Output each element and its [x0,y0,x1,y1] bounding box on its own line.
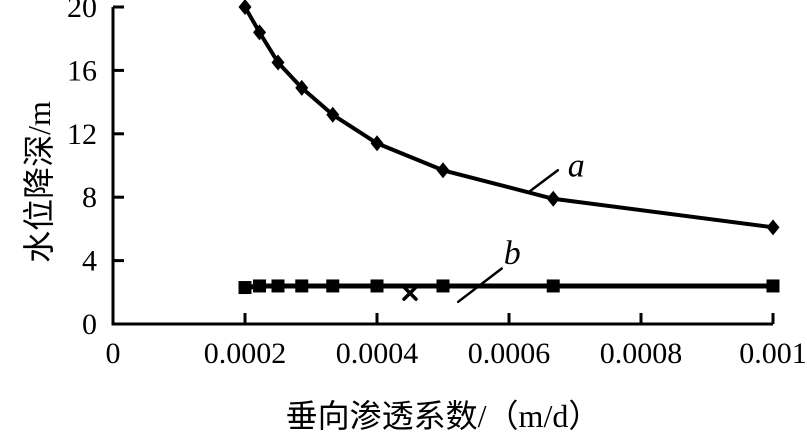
x-tick-label: 0.0006 [468,337,551,370]
square-marker [271,279,285,293]
diamond-marker [253,24,267,41]
annotation-label-a: a [568,148,585,185]
square-marker [238,281,252,295]
diamond-marker [766,219,780,236]
axes [111,7,773,326]
square-marker [326,279,340,293]
diamond-marker [546,190,560,207]
series-lone-x-point [402,285,418,301]
annotation-b: b [456,235,521,304]
diamond-marker [271,54,285,71]
y-tick-label: 8 [82,181,97,214]
x-tick-label: 0.001 [739,337,807,370]
series-a-line [243,5,775,230]
x-marker [402,285,418,301]
annotation-leader-line [456,267,503,304]
diamond-marker [326,106,340,123]
square-marker [295,279,309,293]
x-tick-label: 0.0008 [600,337,683,370]
diamond-marker [238,0,252,15]
y-tick-label: 20 [67,0,97,24]
x-tick-label: 0.0002 [204,337,287,370]
x-tick-label: 0.0004 [336,337,419,370]
annotation-label-b: b [504,235,521,272]
square-marker [253,279,267,293]
y-axis-title: 水位降深/m [21,101,57,263]
y-tick-label: 0 [82,308,97,341]
square-marker [546,279,560,293]
diamond-marker [295,79,309,96]
axis-titles: 垂向渗透系数/（m/d） 水位降深/m [21,101,600,434]
annotation-a: a [526,148,585,194]
y-tick-label: 12 [67,118,97,151]
y-tick-label: 16 [67,54,97,87]
series-b [238,279,780,295]
series-a [238,0,780,236]
y-axis-ticks: 0 4 8 12 16 20 [67,0,124,341]
square-marker [766,279,780,293]
series-b-line [242,283,776,291]
x-axis-title: 垂向渗透系数/（m/d） [286,398,601,434]
y-tick-label: 4 [82,245,97,278]
square-marker [370,279,384,293]
x-axis-ticks: 0 0.0002 0.0004 0.0006 0.0008 0.001 [106,313,807,370]
square-marker [436,279,450,293]
diamond-marker [436,162,450,179]
x-tick-label: 0 [106,337,121,370]
diamond-marker [370,135,384,152]
annotation-leader-line [526,169,560,194]
